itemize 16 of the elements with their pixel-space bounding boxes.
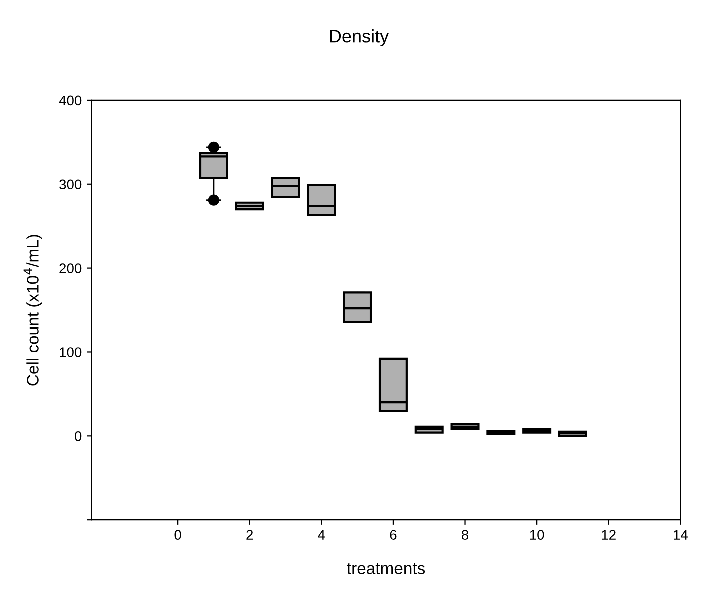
x-axis-title: treatments — [347, 563, 426, 574]
chart-title: Density — [330, 30, 390, 46]
y-axis-title: Cell count (x10$^{4}$/mL) — [24, 235, 42, 386]
x-tick-label: 0 — [174, 530, 182, 540]
x-tick-label: 4 — [318, 530, 326, 540]
y-tick-label: 300 — [60, 180, 82, 190]
y-tick-label: 0 — [75, 431, 82, 442]
x-tick-label: 2 — [246, 530, 254, 540]
x-tick-label: 8 — [462, 530, 469, 540]
x-tick-label: 10 — [530, 530, 544, 540]
y-tick-label: 100 — [60, 348, 82, 358]
y-tick-label: 400 — [59, 96, 82, 106]
x-tick-label: 12 — [602, 530, 616, 540]
y-tick-label: 200 — [60, 264, 82, 274]
x-tick-label: 14 — [674, 530, 688, 540]
x-tick-label: 6 — [390, 530, 397, 540]
